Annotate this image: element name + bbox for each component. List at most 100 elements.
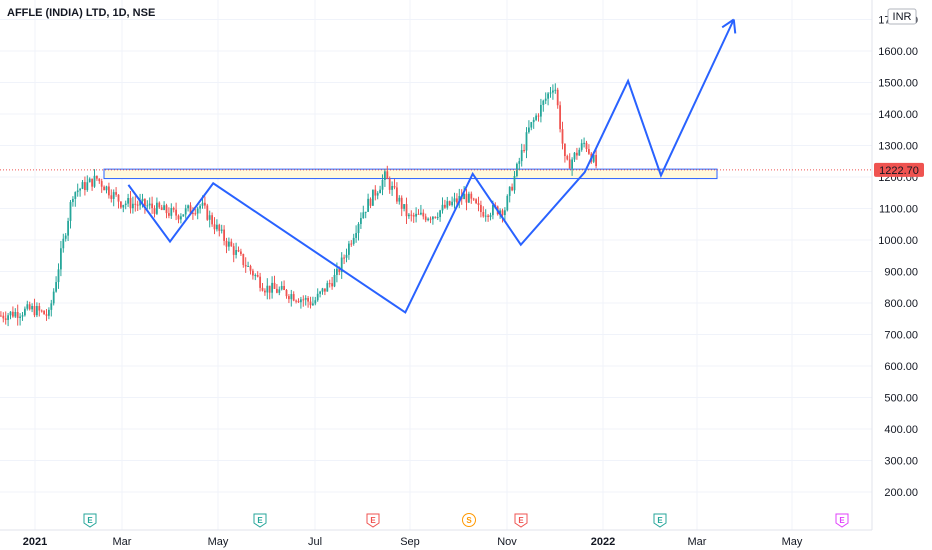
- candle-body: [468, 193, 470, 203]
- event-label: S: [466, 516, 472, 525]
- candle-body: [585, 142, 588, 150]
- candle-body: [232, 246, 235, 255]
- candle-body: [7, 315, 9, 320]
- candle-body: [415, 213, 417, 217]
- event-marker[interactable]: E: [83, 513, 97, 528]
- candle-body: [374, 189, 377, 196]
- candle-body: [384, 171, 386, 180]
- candle-body: [175, 209, 177, 216]
- event-marker[interactable]: E: [253, 513, 267, 528]
- candle-body: [177, 215, 180, 220]
- candle-body: [108, 186, 110, 196]
- candle-body: [206, 205, 209, 220]
- candle-body: [470, 193, 473, 199]
- candle-body: [79, 188, 81, 191]
- candle-body: [117, 194, 120, 202]
- candle-body: [96, 175, 98, 179]
- candle-body: [501, 210, 504, 216]
- y-tick-label: 200.00: [884, 487, 918, 499]
- candle-body: [331, 283, 333, 287]
- y-tick-label: 400.00: [884, 424, 918, 436]
- candle-body: [230, 241, 233, 247]
- y-tick-label: 1600.00: [878, 46, 918, 58]
- earnings-badge: [653, 513, 667, 528]
- candle-body: [52, 291, 55, 304]
- candle-body: [439, 210, 441, 218]
- candle-body: [98, 178, 101, 182]
- candle-body: [40, 310, 43, 312]
- candle-body: [511, 186, 513, 191]
- candle-body: [228, 241, 230, 247]
- candle-body: [396, 187, 398, 202]
- candle-body: [436, 217, 439, 219]
- candle-body: [67, 220, 69, 236]
- candle-body: [247, 265, 249, 267]
- candle-body: [506, 195, 509, 211]
- candle-body: [21, 315, 24, 317]
- candle-body: [542, 100, 545, 105]
- earnings-badge: [366, 513, 380, 528]
- candle-body: [280, 286, 283, 290]
- candle-body: [19, 316, 21, 318]
- time-axis[interactable]: 2021 Mar May Jul Sep Nov 2022 Mar May: [23, 536, 803, 548]
- candle-body: [26, 304, 29, 309]
- event-marker[interactable]: E: [366, 513, 380, 528]
- candle-body: [367, 198, 369, 212]
- event-marker[interactable]: E: [514, 513, 528, 528]
- candle-body: [60, 248, 62, 270]
- event-marker[interactable]: E: [653, 513, 667, 528]
- candle-body: [141, 198, 144, 202]
- currency-badge[interactable]: INR: [887, 8, 917, 25]
- candle-body: [103, 186, 105, 191]
- candle-body: [573, 152, 576, 160]
- y-tick-label: 1300.00: [878, 141, 918, 153]
- candle-body: [112, 192, 115, 199]
- candle-body: [312, 303, 314, 306]
- candle-body: [432, 216, 434, 220]
- support-zone: [103, 168, 718, 180]
- candle-body: [564, 143, 566, 157]
- candle-body: [50, 303, 53, 310]
- candle-body: [268, 285, 271, 293]
- candle-body: [76, 190, 79, 193]
- candle-body: [249, 265, 252, 271]
- candle-body: [328, 283, 331, 285]
- y-tick-label: 1000.00: [878, 235, 918, 247]
- candle-body: [266, 285, 269, 293]
- candle-body: [410, 214, 413, 216]
- earnings-badge: [514, 513, 528, 528]
- candle-body: [513, 176, 516, 191]
- candle-body: [110, 195, 113, 199]
- candle-body: [170, 208, 173, 216]
- candle-body: [429, 218, 432, 220]
- candle-body: [554, 89, 557, 91]
- event-label: E: [257, 516, 263, 525]
- candle-body: [139, 201, 141, 206]
- candle-body: [592, 154, 595, 162]
- candle-body: [48, 309, 50, 316]
- candle-body: [64, 235, 67, 239]
- candle-body: [480, 204, 482, 213]
- candle-body: [57, 269, 60, 283]
- candle-body: [566, 156, 569, 160]
- candle-body: [223, 229, 225, 241]
- candle-body: [220, 229, 223, 231]
- candle-body: [453, 198, 456, 202]
- candle-body: [184, 208, 187, 215]
- candle-body: [38, 306, 41, 311]
- candle-body: [448, 201, 451, 206]
- y-tick-label: 500.00: [884, 393, 918, 405]
- candle-body: [127, 198, 129, 204]
- candle-body: [321, 288, 324, 292]
- candle-body: [259, 276, 261, 288]
- candle-body: [489, 215, 492, 217]
- event-marker[interactable]: S: [462, 513, 476, 527]
- event-marker[interactable]: E: [835, 513, 849, 528]
- candle-body: [518, 161, 521, 164]
- y-tick-label: 300.00: [884, 456, 918, 468]
- candle-body: [297, 300, 300, 303]
- earnings-badge: [83, 513, 97, 528]
